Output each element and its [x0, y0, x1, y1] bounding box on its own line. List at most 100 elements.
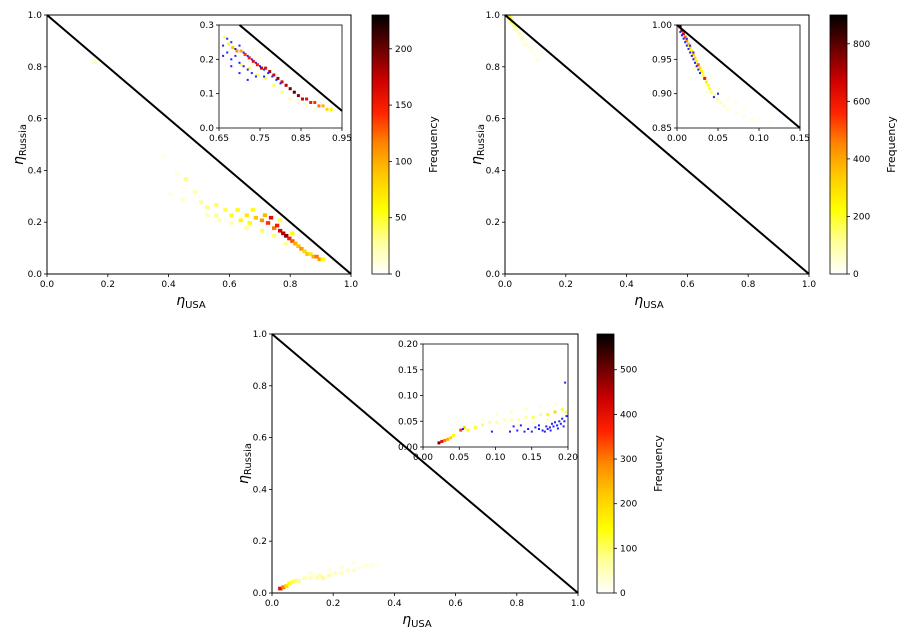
scatter-point [461, 428, 464, 430]
heatmap-cell [320, 257, 325, 262]
scatter-point [509, 430, 511, 433]
heatmap-cell [759, 118, 762, 122]
heatmap-cell [278, 218, 283, 223]
heatmap-cell [311, 254, 316, 259]
scatter-point [679, 30, 682, 33]
main-x-tick-label: 0.4 [387, 599, 402, 609]
heatmap-cell [529, 47, 534, 52]
colorbar-tick-label: 0 [853, 270, 859, 280]
heatmap-cell [502, 418, 506, 422]
y-axis-label: ηRussia [469, 124, 487, 165]
heatmap-cell [701, 73, 705, 77]
panel-top-right: 0.0 0.2 0.4 0.6 0.8 1.00.00.20.40.60.81.0ηUSA… [469, 11, 897, 311]
heatmap-cell [339, 571, 344, 575]
heatmap-cell [92, 60, 97, 65]
scatter-point [689, 51, 692, 54]
main-y-tick-label: 0.8 [253, 382, 268, 392]
heatmap-cell [560, 415, 564, 419]
colorbar-tick-label: 400 [853, 155, 870, 165]
heatmap-cell [314, 254, 319, 259]
scatter-point [222, 54, 225, 57]
heatmap-cell [305, 252, 310, 256]
scatter-point [692, 51, 695, 54]
heatmap-cell [288, 87, 292, 91]
heatmap-cell [553, 410, 557, 414]
inset-diagonal-line [676, 24, 801, 129]
heatmap-cell [292, 90, 296, 94]
inset-x-tick-label: 0.10 [749, 134, 769, 144]
heatmap-cell [680, 28, 684, 32]
heatmap-cell [168, 192, 173, 197]
heatmap-cell [742, 114, 746, 118]
heatmap-cell [546, 418, 550, 422]
heatmap-cell [239, 49, 243, 53]
heatmap-cell [313, 101, 317, 104]
x-axis-label-subscript: USA [643, 300, 664, 311]
main-x-tick-label: 0.0 [265, 599, 280, 609]
main-y-tick-label: 0.0 [253, 589, 268, 599]
inset-scatter-points [679, 30, 719, 99]
main-y-tick-label: 0.0 [486, 270, 501, 280]
scatter-point [565, 415, 568, 418]
heatmap-cell [526, 45, 531, 49]
scatter-point [556, 424, 559, 427]
scatter-point [551, 422, 553, 425]
inset-x-tick-label: 0.85 [291, 134, 311, 144]
heatmap-cell [284, 83, 288, 87]
main-y-tick-label: 1.0 [28, 11, 43, 21]
heatmap-cell [247, 66, 251, 70]
x-axis-label: ηUSA [634, 293, 664, 311]
heatmap-cell [466, 428, 470, 432]
scatter-point [259, 65, 261, 68]
heatmap-cell [281, 585, 286, 590]
scatter-point [254, 75, 257, 78]
inset-x-tick-label: 0.65 [209, 134, 229, 144]
inset-y-tick-label: 0.05 [398, 417, 418, 427]
heatmap-cell [288, 97, 292, 101]
heatmap-cell [239, 63, 243, 67]
scatter-point [559, 422, 562, 425]
heatmap-cell [517, 423, 521, 427]
inset-y-tick-label: 0.20 [398, 340, 418, 350]
heatmap-cell [532, 52, 537, 57]
main-y-tick-label: 1.0 [486, 11, 501, 21]
heatmap-cell [251, 59, 255, 63]
main-y-tick-label: 0.4 [28, 166, 43, 176]
inset-x-tick-label: 0.15 [522, 453, 542, 463]
heatmap-cell [703, 76, 707, 80]
main-x-tick-label: 0.6 [680, 280, 695, 290]
heatmap-cell [767, 121, 771, 125]
main-x-tick-label: 0.8 [283, 280, 298, 290]
panel-top-left: 0.0 0.2 0.4 0.6 0.8 1.00.00.20.40.60.81.0ηUSA… [11, 11, 440, 311]
scatter-point [238, 44, 241, 47]
scatter-point [712, 96, 715, 99]
heatmap-cell [686, 42, 690, 46]
scatter-point [523, 430, 526, 433]
colorbar: 0 50 100 150 200 Frequency [371, 14, 440, 280]
main-diagonal-line [271, 333, 579, 594]
heatmap-cell [305, 97, 309, 101]
heatmap-cell [327, 573, 332, 578]
heatmap-cell [308, 576, 314, 580]
heatmap-cell [506, 15, 511, 18]
main-x-tick-label: 0.2 [101, 280, 115, 290]
heatmap-cell [162, 153, 167, 158]
heatmap-cell [290, 239, 295, 243]
inset-heatmap [678, 25, 771, 125]
inset-plot-area [219, 25, 342, 128]
scatter-point [250, 72, 253, 75]
scatter-point [538, 428, 540, 430]
y-axis-label-subscript: Russia [476, 124, 487, 156]
main-x-tick-label: 1.0 [571, 599, 586, 609]
inset-y-tick-label: 0.95 [652, 55, 672, 65]
heatmap-cell [250, 208, 255, 212]
main-frame [504, 14, 810, 275]
scatter-point [548, 426, 551, 429]
heatmap-cell [691, 52, 695, 56]
heatmap-cell [690, 49, 694, 53]
heatmap-cell [688, 46, 692, 49]
heatmap-cell [734, 111, 738, 115]
scatter-point [682, 37, 685, 40]
inset-y-tick-label: 0.3 [200, 21, 214, 31]
main-diagonal-line [504, 14, 810, 275]
